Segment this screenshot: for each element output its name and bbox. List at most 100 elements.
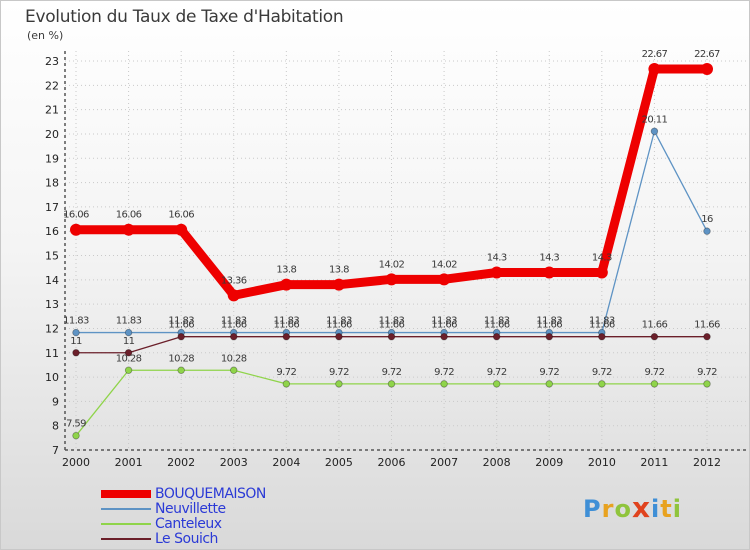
marker-Canteleux [492, 380, 501, 388]
data-label: 13.36 [221, 275, 247, 286]
marker-Le Souich [72, 349, 80, 357]
data-label: 16.06 [63, 210, 89, 221]
data-label: 16.06 [168, 210, 194, 221]
legend-label: BOUQUEMAISON [155, 486, 266, 502]
x-tick-label: 2010 [588, 456, 616, 469]
data-label: 14.02 [431, 259, 457, 270]
marker-Canteleux [72, 431, 80, 440]
x-tick-label: 2009 [535, 456, 563, 469]
y-tick-label: 17 [45, 201, 59, 214]
legend-label: Canteleux [155, 516, 222, 532]
proxiti-logo: Proxiti [583, 491, 682, 524]
logo-letter: x [631, 491, 651, 524]
data-label: 11.66 [536, 320, 562, 331]
data-label: 11.83 [274, 316, 300, 327]
x-tick-label: 2002 [167, 456, 195, 469]
data-label: 11.83 [379, 316, 405, 327]
data-label: 11.66 [221, 320, 247, 331]
marker-BOUQUEMAISON [280, 278, 293, 291]
data-label: 14.02 [379, 259, 405, 270]
y-tick-label: 16 [45, 225, 59, 238]
marker-BOUQUEMAISON [438, 273, 451, 286]
x-tick-label: 2005 [325, 456, 353, 469]
data-label: 9.72 [592, 367, 612, 378]
marker-BOUQUEMAISON [648, 63, 661, 76]
data-label: 14.3 [539, 253, 559, 264]
marker-BOUQUEMAISON [543, 266, 556, 279]
x-tick-label: 2007 [430, 456, 458, 469]
series-layer [70, 63, 713, 440]
data-labels: 16.06 16.06 16.06 13.36 13.8 13.8 14.02 14.02 14… [63, 49, 720, 430]
data-label: 9.72 [276, 367, 296, 378]
marker-Canteleux [387, 380, 396, 388]
data-label: 13.8 [276, 265, 296, 276]
data-label: 11.83 [116, 316, 142, 327]
y-tick-label: 11 [45, 347, 59, 360]
data-label: 9.72 [539, 367, 559, 378]
y-tick-label: 13 [45, 298, 59, 311]
marker-Canteleux [124, 366, 133, 374]
y-tick-label: 8 [52, 420, 59, 433]
logo-letter: i [651, 495, 661, 523]
marker-Le Souich [335, 333, 343, 341]
x-tick-label: 2008 [483, 456, 511, 469]
legend-label: Le Souich [155, 531, 218, 547]
marker-Le Souich [177, 333, 185, 341]
data-label: 10.28 [116, 353, 142, 364]
y-tick-label: 10 [45, 371, 59, 384]
data-label: 11.66 [589, 320, 615, 331]
data-label: 11.66 [168, 320, 194, 331]
y-tick-label: 15 [45, 250, 59, 263]
logo-letter: i [672, 495, 682, 523]
marker-BOUQUEMAISON [490, 266, 503, 279]
data-label: 14.3 [592, 253, 612, 264]
data-label: 9.72 [644, 367, 664, 378]
data-label: 16.06 [116, 210, 142, 221]
x-tick-label: 2011 [640, 456, 668, 469]
data-label: 11.83 [536, 316, 562, 327]
y-unit-label: (en %) [27, 29, 64, 42]
marker-Le Souich [387, 333, 396, 341]
marker-BOUQUEMAISON [595, 266, 608, 279]
marker-BOUQUEMAISON [122, 223, 135, 236]
data-label: 11.83 [168, 316, 194, 327]
marker-Le Souich [703, 333, 711, 341]
marker-Le Souich [230, 333, 238, 341]
data-label: 11.83 [431, 316, 457, 327]
x-tick-label: 2000 [62, 456, 90, 469]
legend-swatch [101, 538, 151, 540]
data-label: 11.83 [221, 316, 247, 327]
data-label: 14.3 [487, 253, 507, 264]
chart-title: Evolution du Taux de Taxe d'Habitation [25, 7, 344, 27]
marker-Canteleux [650, 380, 659, 388]
data-label: 11.66 [431, 320, 457, 331]
marker-Canteleux [598, 380, 606, 388]
legend-label: Neuvillette [155, 501, 226, 517]
legend-swatch [101, 508, 151, 510]
legend-swatch [101, 523, 151, 525]
marker-Le Souich [124, 349, 133, 357]
marker-Le Souich [440, 333, 448, 341]
data-label: 11.66 [379, 320, 405, 331]
marker-BOUQUEMAISON [701, 63, 713, 76]
data-label: 11.66 [642, 320, 668, 331]
y-tick-label: 18 [45, 177, 59, 190]
legend-swatch [101, 490, 151, 498]
marker-Neuvillette [124, 328, 133, 337]
y-tick-label: 21 [45, 104, 59, 117]
data-label: 20.11 [642, 114, 668, 125]
marker-BOUQUEMAISON [70, 223, 82, 236]
logo-letter: t [660, 495, 673, 523]
logo-letter: r [601, 495, 615, 523]
marker-BOUQUEMAISON [175, 223, 188, 236]
data-label: 11.66 [274, 320, 300, 331]
logo-letter: o [614, 495, 632, 523]
y-tick-label: 7 [52, 444, 59, 457]
data-label: 22.67 [694, 49, 720, 60]
series-line-Canteleux [75, 369, 708, 437]
marker-Canteleux [177, 366, 185, 374]
axes: 7 8 9 10 11 12 13 14 15 16 17 18 19 20 21 22 23 2000 2001 2… [45, 51, 746, 469]
y-tick-label: 19 [45, 152, 59, 165]
marker-BOUQUEMAISON [385, 273, 398, 286]
